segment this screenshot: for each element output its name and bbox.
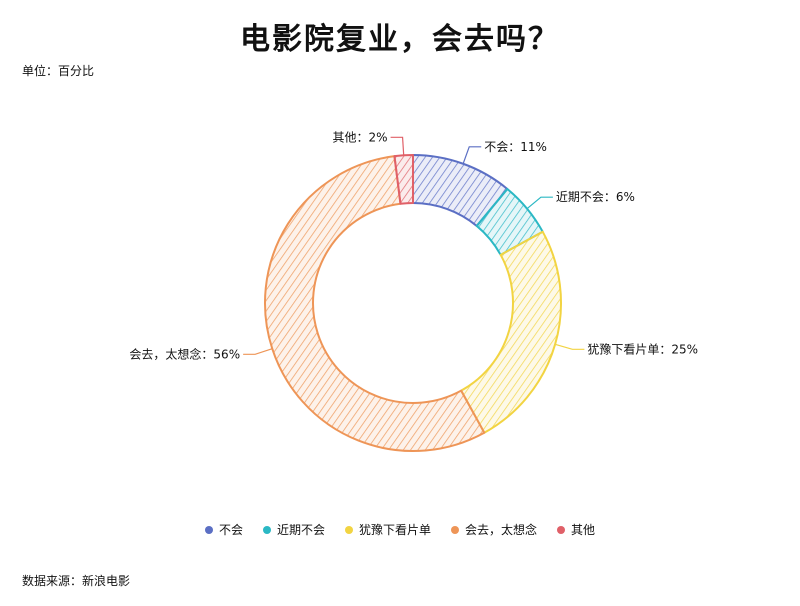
legend-item-0: 不会 [204,521,243,538]
legend-marker-4 [557,525,566,534]
leader-line-1 [526,196,553,210]
legend-label-0: 不会 [218,523,243,537]
legend-marker-0 [204,525,213,534]
legend-item-1: 近期不会 [262,521,325,538]
legend-label-4: 其他 [571,523,596,537]
legend-item-2: 犹豫下看片单 [344,521,431,538]
legend-item-4: 其他 [557,521,595,538]
legend-label-1: 近期不会 [276,523,325,537]
legend-marker-2 [344,525,353,534]
legend-item-3: 会去，太想念 [451,521,537,538]
data-label-1: 近期不会：6% [556,190,635,204]
leader-line-0 [462,146,482,164]
legend-marker-3 [451,525,459,534]
data-label-0: 不会：11% [484,140,547,154]
unit-label: 单位：百分比 [22,64,95,78]
legend-label-3: 会去，太想念 [465,523,538,537]
data-label-4: 其他：2% [333,130,388,144]
leader-line-4 [390,136,405,156]
data-label-2: 犹豫下看片单：25% [587,342,698,356]
legend-label-2: 犹豫下看片单 [358,523,431,537]
legend: 不会 近期不会 犹豫下看片单 会去，太想念 其他 [0,521,800,538]
slice-4 [393,154,414,205]
slice-2 [460,230,562,434]
leader-line-3 [243,348,273,355]
data-label-3: 会去，太想念：56% [129,346,240,361]
source-label: 数据来源：新浪电影 [22,574,131,588]
legend-marker-1 [262,525,271,534]
slice-3 [264,155,486,452]
chart-title: 电影院复业，会去吗？ [240,22,560,57]
leader-line-2 [554,343,585,350]
